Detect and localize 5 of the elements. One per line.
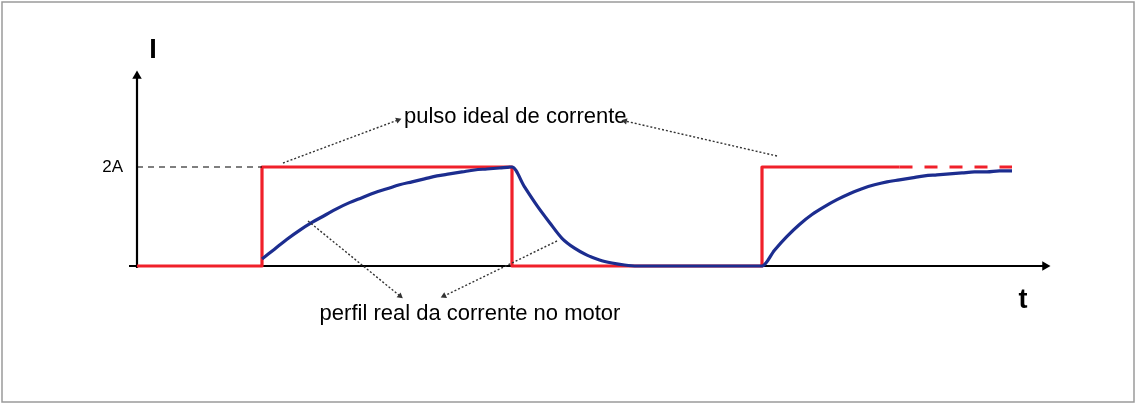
text: perfil real da corrente no motor <box>319 300 621 325</box>
y-axis-title: I <box>149 33 157 64</box>
ref-line-label: 2A <box>102 157 124 176</box>
x-axis-title: t <box>1018 284 1028 314</box>
text: pulso ideal de corrente <box>404 103 627 128</box>
